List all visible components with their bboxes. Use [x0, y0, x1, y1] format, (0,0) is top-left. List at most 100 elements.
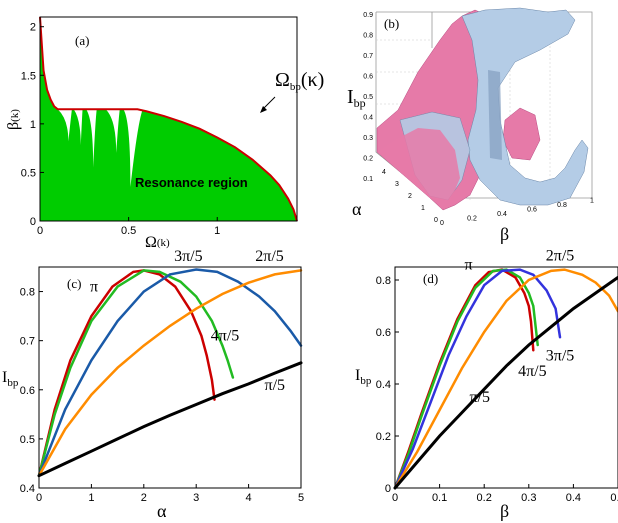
series-point — [518, 276, 521, 279]
z-tick-label: 0.3 — [363, 135, 373, 142]
series-point — [420, 414, 423, 417]
series-point — [505, 364, 508, 367]
resonance-region-fill — [40, 17, 297, 221]
series-point — [116, 285, 119, 288]
x-tick-label: 0 — [440, 220, 444, 227]
surface-pink-inner — [502, 107, 541, 161]
panel-label-d: (d) — [423, 271, 438, 286]
series-label: π — [465, 257, 473, 274]
series-point — [116, 437, 119, 440]
y-tick-label: 2 — [408, 193, 412, 200]
x-tick-labels-b: 0 0.2 0.4 0.6 0.8 1 — [440, 198, 594, 228]
resonance-gaps — [57, 109, 143, 187]
series-point — [416, 450, 419, 453]
series-point — [460, 367, 463, 370]
series-point — [514, 276, 517, 279]
x-tick-label: 3 — [193, 492, 199, 504]
x-tick-label: 0.6 — [527, 207, 537, 214]
series-point — [483, 388, 486, 391]
series-point — [90, 393, 93, 396]
series-label: 4π/5 — [518, 363, 547, 380]
series-point — [483, 331, 486, 333]
panel-b: 0.10.20.30.40.50.60.70.80.9 00.20.40.60.… — [347, 7, 594, 244]
series-point — [216, 270, 219, 273]
curve-label-arrowhead — [260, 106, 267, 113]
series-point — [550, 269, 553, 272]
resonance-gap — [123, 109, 143, 187]
series-point — [474, 286, 477, 289]
series-point — [608, 294, 611, 297]
series-point — [116, 366, 119, 369]
series-point — [64, 408, 67, 411]
resonance-gap — [57, 109, 72, 142]
series-label: π/5 — [469, 389, 490, 406]
y-tick-label: 0.8 — [20, 287, 35, 299]
series-point — [483, 284, 486, 287]
series-point — [210, 379, 213, 381]
series-label: π/5 — [265, 377, 286, 394]
series-point — [247, 281, 250, 284]
series-point — [90, 450, 93, 453]
series-label: 2π/5 — [255, 248, 284, 265]
series-point — [195, 403, 198, 406]
y-tick-label: 0.8 — [376, 275, 391, 287]
x-tick-label: 0.5 — [121, 225, 136, 237]
series-labels-c: π 4π/5 3π/5 2π/5 π/5 — [90, 248, 285, 394]
series-point — [226, 359, 229, 362]
z-tick-label: 0.6 — [363, 74, 373, 81]
series-line — [37, 268, 303, 477]
series-point — [465, 315, 468, 318]
panel-label-b: (b) — [384, 16, 399, 31]
y-tick-label: 0.7 — [20, 336, 35, 348]
series-point — [69, 359, 72, 362]
y-tick-label: 2 — [30, 22, 36, 34]
plot-frame-d — [394, 266, 618, 489]
series-point — [174, 285, 177, 288]
series-point — [527, 292, 530, 294]
series-point — [213, 398, 216, 401]
x-axis-label-c: α — [157, 501, 167, 521]
series-point — [545, 289, 548, 292]
series-point — [447, 354, 450, 357]
resonance-gap — [86, 109, 97, 168]
series-line — [393, 268, 562, 490]
x-axis-label-b: β — [500, 224, 509, 244]
series-point — [221, 293, 224, 295]
y-axis-label-b: α — [352, 199, 362, 219]
z-tick-label: 0.4 — [363, 115, 373, 122]
z-tick-label: 0.9 — [363, 12, 373, 19]
y-tick-label: 0.2 — [376, 431, 391, 443]
series-point — [559, 336, 561, 339]
series-line — [37, 361, 303, 478]
series-point — [132, 270, 135, 273]
z-tick-label: 0.8 — [363, 33, 373, 40]
series-point — [231, 376, 234, 379]
series-point — [237, 280, 240, 283]
series-point — [111, 285, 114, 288]
panel-a: 0 0.5 1 00.511.52 (a) Ω(k) β(k) Ωbp(κ) Res… — [5, 16, 324, 251]
series-point — [221, 344, 224, 347]
x-tick-label: 0 — [392, 492, 398, 504]
series-label: 3π/5 — [546, 348, 575, 365]
series-point — [142, 290, 145, 293]
surface-blue — [461, 7, 589, 206]
series-point — [195, 307, 198, 310]
y-tick-label: 0 — [30, 216, 36, 228]
series-point — [90, 320, 93, 322]
series-point — [273, 273, 276, 276]
z-axis-label-b: Ibp — [347, 86, 366, 110]
x-axis-label-a: Ω(k) — [145, 234, 170, 251]
series-point — [247, 382, 250, 385]
y-tick-label: 1 — [421, 205, 425, 212]
series-point — [492, 269, 495, 272]
y-tick-label: 4 — [382, 169, 386, 176]
x-tick-label: 0.4 — [566, 492, 581, 504]
x-tick-label: 0.4 — [497, 211, 507, 218]
series-point — [563, 268, 566, 271]
series-point — [90, 315, 93, 318]
y-tick-labels-a: 0 0.5 1 1.5 2 — [21, 22, 44, 228]
y-axis-label-a: β(k) — [5, 109, 22, 130]
series-point — [179, 280, 182, 283]
y-tick-label: 0.6 — [20, 385, 35, 397]
